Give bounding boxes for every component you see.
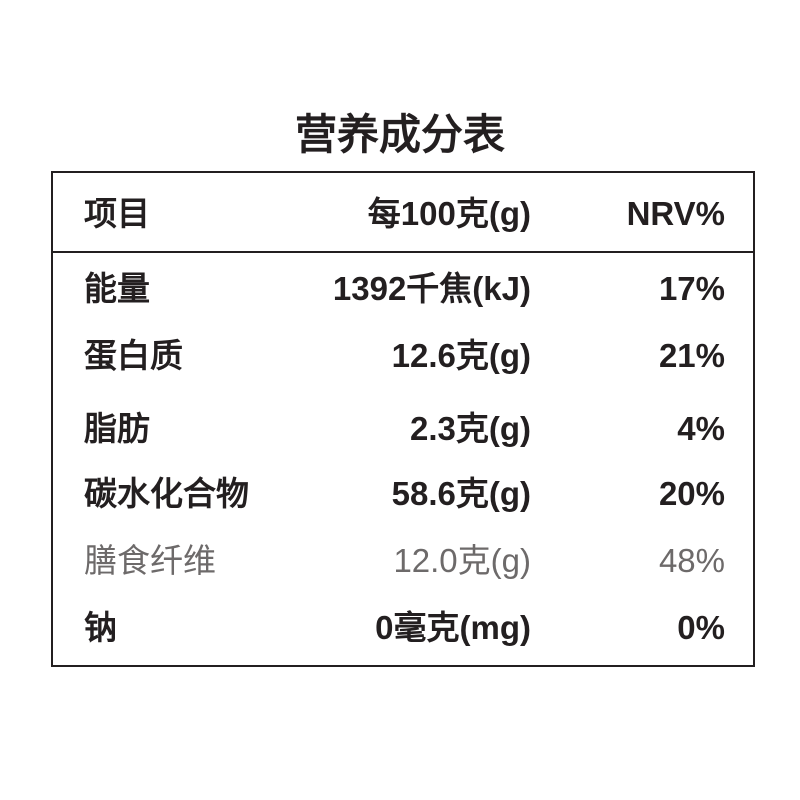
table-cell: 2.3克(g)	[409, 410, 531, 447]
table-cell: 1392千焦(kJ)	[332, 270, 531, 307]
nutrition-table: 项目 每100克(g) NRV% 能量 1392千焦(kJ) 17% 蛋白质 12.6克(g…	[51, 171, 755, 667]
table-cell: 58.6克(g)	[391, 475, 531, 512]
table-cell: 钠	[84, 609, 117, 646]
table-cell: 0毫克(mg)	[375, 609, 531, 646]
header-row: 项目 每100克(g) NRV%	[53, 173, 753, 253]
table-title: 营养成分表	[294, 111, 505, 158]
header-cell: NRV%	[626, 195, 725, 232]
table-cell: 17%	[658, 270, 725, 307]
table-cell: 0%	[677, 609, 725, 646]
table-cell: 21%	[658, 337, 725, 374]
table-cell: 能量	[84, 270, 150, 307]
table-cell: 蛋白质	[84, 337, 183, 374]
table-cell: 脂肪	[84, 410, 150, 447]
table-cell: 12.0克(g)	[393, 542, 531, 579]
table-cell: 12.6克(g)	[391, 337, 531, 374]
table-cell: 4%	[677, 410, 725, 447]
table-cell: 20%	[658, 475, 725, 512]
table-cell: 膳食纤维	[84, 542, 216, 579]
table-cell: 48%	[658, 542, 725, 579]
table-cell: 碳水化合物	[84, 475, 249, 512]
header-cell: 项目	[84, 195, 150, 232]
header-cell: 每100克(g)	[367, 195, 531, 232]
